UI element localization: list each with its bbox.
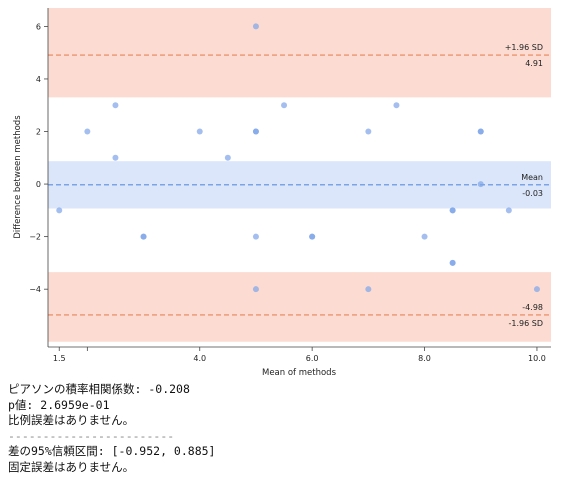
axes-layer — [47, 8, 551, 348]
confidence-interval-text: 差の95%信頼区間: [-0.952, 0.885] — [8, 444, 216, 458]
mean-value: -0.03 — [522, 189, 543, 198]
x-tick-label: 4.0 — [193, 354, 206, 363]
x-tick-label: 10.0 — [528, 354, 546, 363]
bland-altman-plot: 1.5 4.0 6.0 8.0 10.0 6 4 2 0 −2 −4 +1.96 SD 4.91 Me… — [13, 8, 551, 378]
x-ticks-layer: 1.5 4.0 6.0 8.0 10.0 — [53, 347, 546, 363]
data-point — [112, 102, 119, 109]
x-tick-label: 1.5 — [53, 354, 66, 363]
fixed-error-text: 固定誤差はありません。 — [8, 459, 135, 474]
data-point — [365, 286, 372, 293]
lower-loa-band — [48, 272, 551, 342]
points-layer — [56, 23, 540, 293]
data-point — [505, 207, 512, 214]
data-point — [140, 233, 147, 240]
p-value-text: p値: 2.6959e-01 — [8, 397, 110, 412]
data-point — [252, 23, 259, 30]
y-tick-label: 2 — [36, 128, 41, 137]
data-point — [477, 128, 484, 135]
proportional-error-text: 比例誤差はありません。 — [8, 413, 135, 427]
data-point — [112, 154, 119, 161]
y-tick-label: 6 — [36, 22, 41, 31]
x-axis-label: Mean of methods — [262, 368, 337, 378]
y-tick-label: −4 — [29, 285, 41, 294]
lower-loa-value: -4.98 — [522, 303, 543, 312]
y-axis-label: Difference between methods — [13, 115, 23, 239]
reference-lines-layer — [48, 54, 551, 316]
data-point — [224, 154, 231, 161]
mean-label: Mean — [521, 173, 543, 182]
data-point — [421, 233, 428, 240]
reference-labels-layer: +1.96 SD 4.91 Mean -0.03 -4.98 -1.96 SD — [505, 43, 543, 328]
upper-loa-label: +1.96 SD — [505, 43, 543, 52]
data-point — [449, 259, 456, 266]
data-point — [477, 181, 484, 188]
upper-loa-value: 4.91 — [525, 59, 543, 68]
bands-layer — [48, 8, 551, 342]
data-point — [196, 128, 203, 135]
lower-loa-label: -1.96 SD — [509, 319, 543, 328]
x-tick-label: 8.0 — [418, 354, 431, 363]
y-ticks-layer: 6 4 2 0 −2 −4 — [29, 22, 48, 294]
data-point — [393, 102, 400, 109]
data-point — [84, 128, 91, 135]
y-tick-label: −2 — [29, 233, 41, 242]
data-point — [449, 207, 456, 214]
upper-loa-band — [48, 8, 551, 98]
pearson-text: ピアソンの積率相関係数: -0.208 — [8, 382, 190, 396]
data-point — [365, 128, 372, 135]
data-point — [309, 233, 316, 240]
data-point — [252, 286, 259, 293]
x-tick-label: 6.0 — [306, 354, 319, 363]
data-point — [533, 286, 540, 293]
data-point — [252, 233, 259, 240]
data-point — [56, 207, 63, 214]
y-tick-label: 4 — [36, 75, 41, 84]
separator-text: ------------------------ — [8, 428, 175, 443]
data-point — [252, 128, 259, 135]
statistics-panel: ピアソンの積率相関係数: -0.208 p値: 2.6959e-01 比例誤差は… — [8, 382, 558, 475]
y-tick-label: 0 — [36, 180, 41, 189]
data-point — [281, 102, 288, 109]
